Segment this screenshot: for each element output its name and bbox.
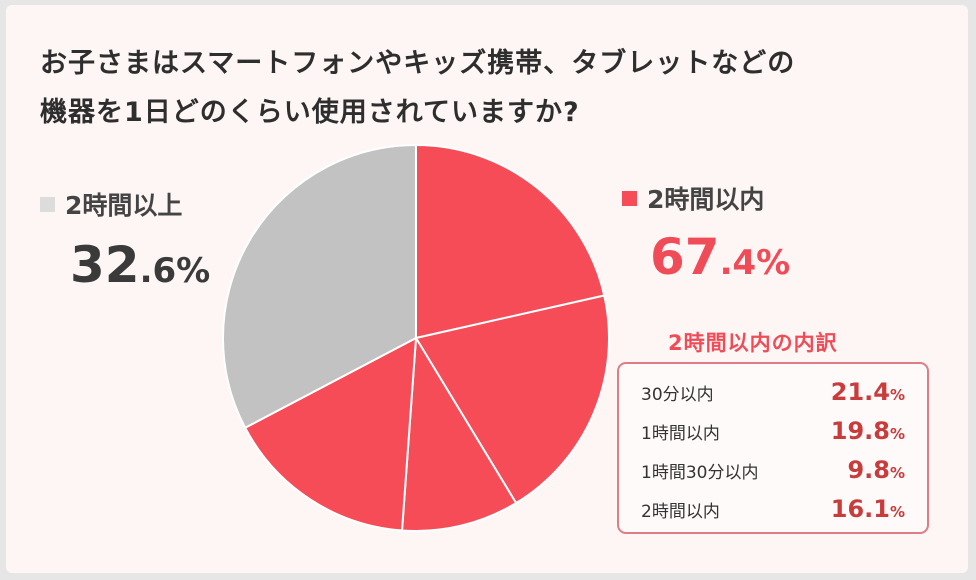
breakdown-row-unit: % <box>889 386 905 404</box>
breakdown-row-label: 2時間以内 <box>641 502 720 522</box>
breakdown-row-label: 1時間以内 <box>641 424 720 444</box>
legend-within-2h: 2時間以内 <box>622 180 764 216</box>
pie-slice-1 <box>415 143 606 340</box>
percent-within-2h: 67.4% <box>650 232 790 282</box>
breakdown-row-unit: % <box>889 503 905 521</box>
percent-over-2h-int: 32 <box>70 236 140 294</box>
title-line-2: 機器を1日どのくらい使用されていますか? <box>40 97 580 128</box>
pie-slice-2 <box>414 294 610 505</box>
breakdown-row-unit: % <box>889 464 905 482</box>
percent-over-2h: 32.6% <box>70 240 210 290</box>
breakdown-row-number: 19.8 <box>830 417 890 445</box>
legend-within-2h-label: 2時間以内 <box>647 185 765 214</box>
breakdown-row: 1時間30分以内 9.8% <box>641 456 905 486</box>
pie-slice-3 <box>400 334 518 532</box>
pie-slice-4 <box>243 336 418 532</box>
breakdown-box: 30分以内 21.4% 1時間以内 19.8% 1時間30分以内 9.8% 2時… <box>617 362 929 534</box>
legend-over-2h: 2時間以上 <box>40 186 182 222</box>
breakdown-row: 1時間以内 19.8% <box>641 417 905 447</box>
breakdown-row: 30分以内 21.4% <box>641 378 905 408</box>
percent-within-2h-int: 67 <box>650 228 720 286</box>
breakdown-row-value: 21.4% <box>831 378 905 406</box>
title-line-1: お子さまはスマートフォンやキッズ携帯、タブレットなどの <box>40 48 796 79</box>
breakdown-row-unit: % <box>889 425 905 443</box>
red-swatch <box>622 190 637 206</box>
gray-swatch <box>40 196 55 212</box>
pie-slice-5 <box>222 143 417 430</box>
percent-over-2h-dec: .6% <box>139 251 211 291</box>
breakdown-row-number: 21.4 <box>830 378 890 406</box>
breakdown-row-label: 30分以内 <box>641 385 714 405</box>
percent-within-2h-dec: .4% <box>719 243 791 283</box>
breakdown-row-value: 16.1% <box>831 495 905 523</box>
chart-title: お子さまはスマートフォンやキッズ携帯、タブレットなどの 機器を1日どのくらい使用… <box>40 39 940 137</box>
breakdown-row-value: 9.8% <box>847 456 905 484</box>
breakdown-row-label: 1時間30分以内 <box>641 463 759 483</box>
breakdown-row-value: 19.8% <box>831 417 905 445</box>
breakdown-title: 2時間以内の内訳 <box>668 331 838 355</box>
breakdown-row-number: 9.8 <box>847 456 890 484</box>
breakdown-row-number: 16.1 <box>830 495 890 523</box>
legend-over-2h-label: 2時間以上 <box>65 191 183 220</box>
breakdown-row: 2時間以内 16.1% <box>641 495 905 525</box>
